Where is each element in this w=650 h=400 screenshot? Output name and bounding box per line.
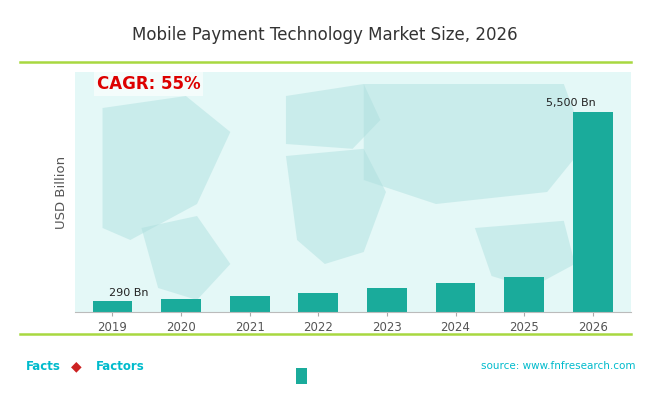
Y-axis label: USD Billion: USD Billion xyxy=(55,156,68,228)
Polygon shape xyxy=(364,84,586,204)
Bar xyxy=(436,283,475,312)
Polygon shape xyxy=(286,149,386,264)
Bar xyxy=(367,288,407,312)
Bar xyxy=(92,302,133,312)
Bar xyxy=(298,293,338,312)
Text: 5,500 Bn: 5,500 Bn xyxy=(547,98,596,108)
Polygon shape xyxy=(142,216,230,300)
Polygon shape xyxy=(475,221,575,288)
Text: Facts: Facts xyxy=(26,360,61,372)
Text: 290 Bn: 290 Bn xyxy=(109,288,149,298)
Bar xyxy=(230,296,270,312)
Text: Factors: Factors xyxy=(96,360,145,372)
Bar xyxy=(161,299,201,312)
Text: Mobile Payment Technology Market Size, 2026: Mobile Payment Technology Market Size, 2… xyxy=(132,26,518,44)
Bar xyxy=(504,277,544,312)
Bar xyxy=(573,112,613,312)
Polygon shape xyxy=(103,96,230,240)
Text: ◆: ◆ xyxy=(71,359,81,373)
Text: CAGR: 55%: CAGR: 55% xyxy=(97,75,201,93)
Text: source: www.fnfresearch.com: source: www.fnfresearch.com xyxy=(481,361,636,371)
Polygon shape xyxy=(286,84,380,149)
